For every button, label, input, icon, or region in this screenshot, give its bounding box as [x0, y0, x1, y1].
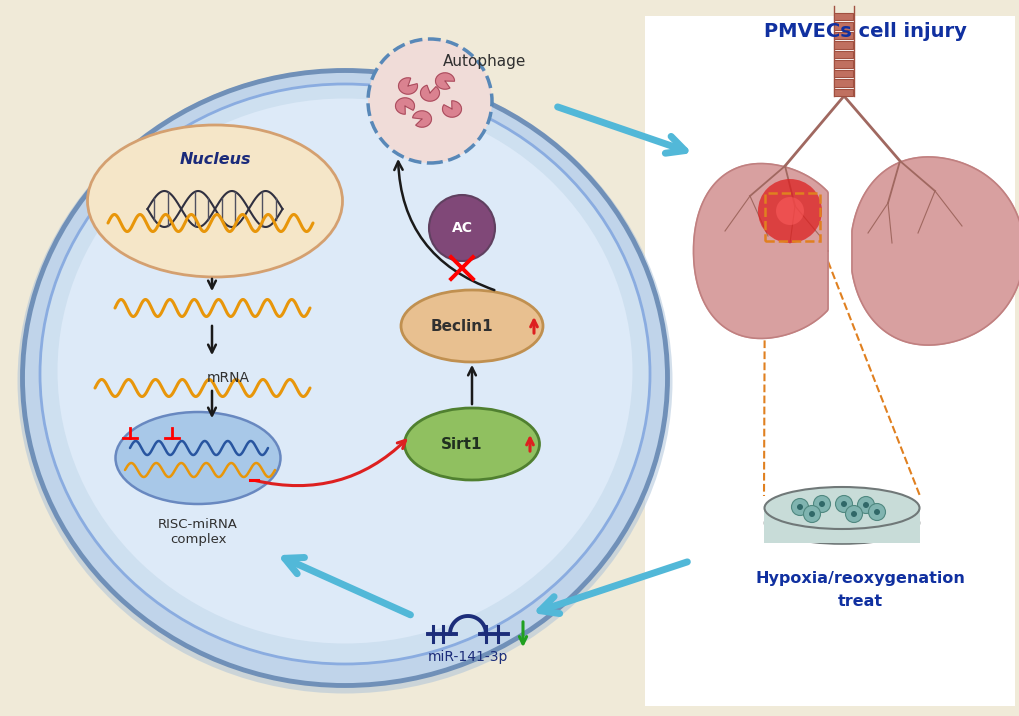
Ellipse shape	[764, 487, 918, 529]
Text: PMVECs cell injury: PMVECs cell injury	[763, 21, 965, 41]
Polygon shape	[398, 78, 417, 95]
Text: Autophage: Autophage	[443, 54, 526, 69]
Circle shape	[845, 505, 862, 523]
Bar	[764, 193, 819, 241]
Bar	[834, 22, 853, 29]
Polygon shape	[395, 98, 414, 114]
Ellipse shape	[88, 125, 342, 277]
Bar	[644, 16, 1014, 706]
Circle shape	[850, 511, 856, 517]
Circle shape	[818, 501, 824, 507]
Text: miR-141-3p: miR-141-3p	[427, 650, 507, 664]
Text: Sirt1: Sirt1	[441, 437, 482, 452]
Text: RISC-miRNA
complex: RISC-miRNA complex	[158, 518, 237, 546]
Circle shape	[808, 511, 814, 517]
Ellipse shape	[22, 70, 666, 685]
Ellipse shape	[57, 99, 632, 644]
Polygon shape	[442, 101, 461, 117]
FancyBboxPatch shape	[763, 508, 919, 543]
Bar	[834, 51, 853, 58]
Bar	[834, 13, 853, 20]
Circle shape	[757, 179, 821, 243]
Circle shape	[862, 502, 868, 508]
Polygon shape	[420, 85, 439, 101]
Circle shape	[813, 495, 829, 513]
Circle shape	[867, 503, 884, 521]
Ellipse shape	[115, 412, 280, 504]
Circle shape	[796, 504, 802, 510]
Circle shape	[803, 505, 819, 523]
Text: Beclin1: Beclin1	[430, 319, 493, 334]
Circle shape	[857, 496, 873, 513]
Circle shape	[368, 39, 491, 163]
Circle shape	[775, 197, 803, 225]
Ellipse shape	[40, 84, 649, 664]
Polygon shape	[693, 163, 827, 339]
Circle shape	[791, 498, 808, 516]
Circle shape	[429, 195, 494, 261]
Text: AC: AC	[451, 221, 472, 235]
Text: Hypoxia/reoxygenation: Hypoxia/reoxygenation	[754, 571, 964, 586]
Bar	[834, 79, 853, 87]
Circle shape	[841, 501, 846, 507]
Polygon shape	[435, 73, 454, 90]
Ellipse shape	[400, 290, 542, 362]
Circle shape	[835, 495, 852, 513]
Polygon shape	[851, 157, 1019, 345]
Text: treat: treat	[837, 594, 881, 609]
Ellipse shape	[405, 408, 539, 480]
Bar	[834, 69, 853, 77]
Text: Nucleus: Nucleus	[179, 152, 251, 167]
Bar	[834, 32, 853, 39]
Ellipse shape	[17, 69, 672, 694]
Polygon shape	[413, 111, 431, 127]
Text: mRNA: mRNA	[206, 371, 250, 385]
Bar	[834, 89, 853, 96]
Bar	[834, 42, 853, 49]
Bar	[834, 60, 853, 67]
Circle shape	[873, 509, 879, 515]
Ellipse shape	[764, 502, 918, 544]
